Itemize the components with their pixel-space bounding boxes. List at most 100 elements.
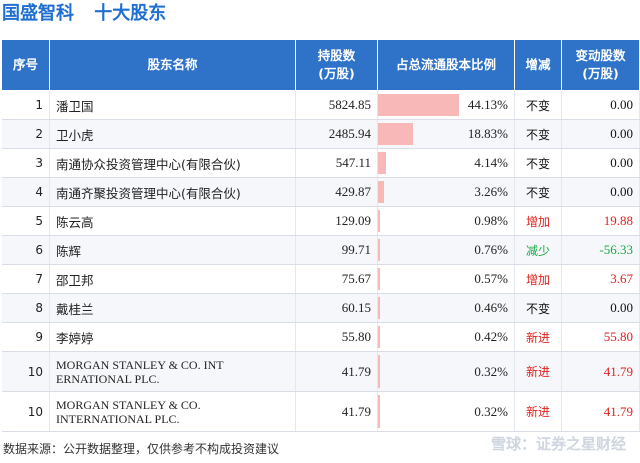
ratio-bar (378, 181, 384, 203)
watermark-logo: 雪球：证券之星财经 (490, 435, 626, 453)
change-status: 不变 (514, 148, 562, 178)
ratio-cell: 0.32% (377, 351, 515, 392)
ratio-bar (378, 239, 380, 261)
shareholder-name: 南通协众投资管理中心(有限合伙) (49, 148, 296, 178)
shareholder-name: 南通齐聚投资管理中心(有限合伙) (49, 177, 296, 207)
ratio-value: 0.46% (474, 300, 508, 315)
change-amount: 41.79 (561, 391, 640, 432)
col-header-holding: 持股数 (万股) (295, 39, 378, 91)
ratio-bar (378, 355, 380, 388)
col-header-change: 增减 (514, 39, 562, 91)
table-row: 10 MORGAN STANLEY & CO. INTERNATIONAL PLC… (1, 391, 640, 432)
holding-amount: 129.09 (295, 206, 378, 236)
shareholder-name: MORGAN STANLEY & CO. INT ERNATIONAL PLC. (49, 351, 296, 392)
col-header-delta: 变动股数 (万股) (561, 39, 640, 91)
data-source-note: 数据来源：公开数据整理，仅供参考不构成投资建议 (3, 442, 280, 456)
table-row: 4 南通齐聚投资管理中心(有限合伙) 429.87 3.26% 不变 0.00 (1, 177, 640, 207)
change-amount: 0.00 (561, 177, 640, 207)
change-amount: -56.33 (561, 235, 640, 265)
ratio-value: 0.32% (474, 403, 508, 419)
ratio-bar (378, 152, 386, 174)
col-header-holding-text: 持股数 (万股) (317, 48, 356, 81)
holding-amount: 41.79 (295, 391, 378, 432)
row-index: 7 (1, 264, 50, 294)
col-header-index: 序号 (1, 39, 50, 91)
ratio-bar (378, 297, 380, 319)
table-row: 10 MORGAN STANLEY & CO. INT ERNATIONAL PL… (1, 351, 640, 392)
change-status: 减少 (514, 235, 562, 265)
ratio-cell: 44.13% (377, 90, 515, 120)
row-index: 6 (1, 235, 50, 265)
ratio-cell: 0.42% (377, 322, 515, 352)
holding-amount: 547.11 (295, 148, 378, 178)
ratio-cell: 0.46% (377, 293, 515, 323)
table-row: 1 潘卫国 5824.85 44.13% 不变 0.00 (1, 90, 640, 120)
change-status: 新进 (514, 391, 562, 432)
change-status: 不变 (514, 119, 562, 149)
change-amount: 55.80 (561, 322, 640, 352)
row-index: 8 (1, 293, 50, 323)
shareholder-name: MORGAN STANLEY & CO. INTERNATIONAL PLC. (49, 391, 296, 432)
ratio-bar (378, 268, 380, 290)
ratio-cell: 0.32% (377, 391, 515, 432)
ratio-bar (378, 123, 413, 145)
change-amount: 0.00 (561, 119, 640, 149)
row-index: 4 (1, 177, 50, 207)
change-amount: 0.00 (561, 293, 640, 323)
table-row: 3 南通协众投资管理中心(有限合伙) 547.11 4.14% 不变 0.00 (1, 148, 640, 178)
change-status: 不变 (514, 177, 562, 207)
row-index: 1 (1, 90, 50, 120)
ratio-cell: 4.14% (377, 148, 515, 178)
table-row: 6 陈辉 99.71 0.76% 减少 -56.33 (1, 235, 640, 265)
page-title: 十大股东 (94, 3, 167, 24)
ratio-cell: 3.26% (377, 177, 515, 207)
holding-amount: 2485.94 (295, 119, 378, 149)
table-header-row: 序号 股东名称 持股数 (万股) 占总流通股本比例 增减 变动股数 (万股) (1, 39, 640, 91)
holding-amount: 55.80 (295, 322, 378, 352)
shareholder-name: 邵卫邦 (49, 264, 296, 294)
shareholder-name: 李婷婷 (49, 322, 296, 352)
change-status: 新进 (514, 351, 562, 392)
ratio-cell: 0.76% (377, 235, 515, 265)
table-row: 9 李婷婷 55.80 0.42% 新进 55.80 (1, 322, 640, 352)
col-header-delta-text: 变动股数 (万股) (575, 48, 626, 81)
table-row: 5 陈云高 129.09 0.98% 增加 19.88 (1, 206, 640, 236)
holding-amount: 99.71 (295, 235, 378, 265)
ratio-value: 44.13% (467, 97, 508, 112)
ratio-bar (378, 94, 459, 116)
change-status: 不变 (514, 293, 562, 323)
ratio-value: 3.26% (474, 184, 508, 199)
row-index: 9 (1, 322, 50, 352)
ratio-value: 0.76% (474, 242, 508, 257)
ratio-value: 0.42% (474, 329, 508, 344)
ratio-value: 0.98% (474, 213, 508, 228)
table-row: 2 卫小虎 2485.94 18.83% 不变 0.00 (1, 119, 640, 149)
col-header-ratio: 占总流通股本比例 (377, 39, 515, 91)
table-row: 7 邵卫邦 75.67 0.57% 增加 3.67 (1, 264, 640, 294)
holding-amount: 60.15 (295, 293, 378, 323)
row-index: 2 (1, 119, 50, 149)
ratio-cell: 18.83% (377, 119, 515, 149)
change-amount: 41.79 (561, 351, 640, 392)
ratio-bar (378, 395, 380, 428)
table-body: 1 潘卫国 5824.85 44.13% 不变 0.00 2 卫小虎 2485.94 18.83%… (1, 90, 640, 432)
row-index: 5 (1, 206, 50, 236)
company-name: 国盛智科 (2, 3, 74, 24)
shareholder-name: 卫小虎 (49, 119, 296, 149)
change-status: 新进 (514, 322, 562, 352)
col-header-name: 股东名称 (49, 39, 296, 91)
row-index: 10 (1, 391, 50, 432)
ratio-bar (378, 210, 380, 232)
holding-amount: 5824.85 (295, 90, 378, 120)
shareholder-name: 戴桂兰 (49, 293, 296, 323)
ratio-value: 0.32% (474, 363, 508, 379)
shareholders-table: 序号 股东名称 持股数 (万股) 占总流通股本比例 增减 变动股数 (万股) 1… (1, 39, 640, 432)
ratio-value: 0.57% (474, 271, 508, 286)
row-index: 10 (1, 351, 50, 392)
change-amount: 0.00 (561, 90, 640, 120)
ratio-bar (378, 326, 380, 348)
holding-amount: 429.87 (295, 177, 378, 207)
holding-amount: 75.67 (295, 264, 378, 294)
row-index: 3 (1, 148, 50, 178)
ratio-value: 4.14% (474, 155, 508, 170)
